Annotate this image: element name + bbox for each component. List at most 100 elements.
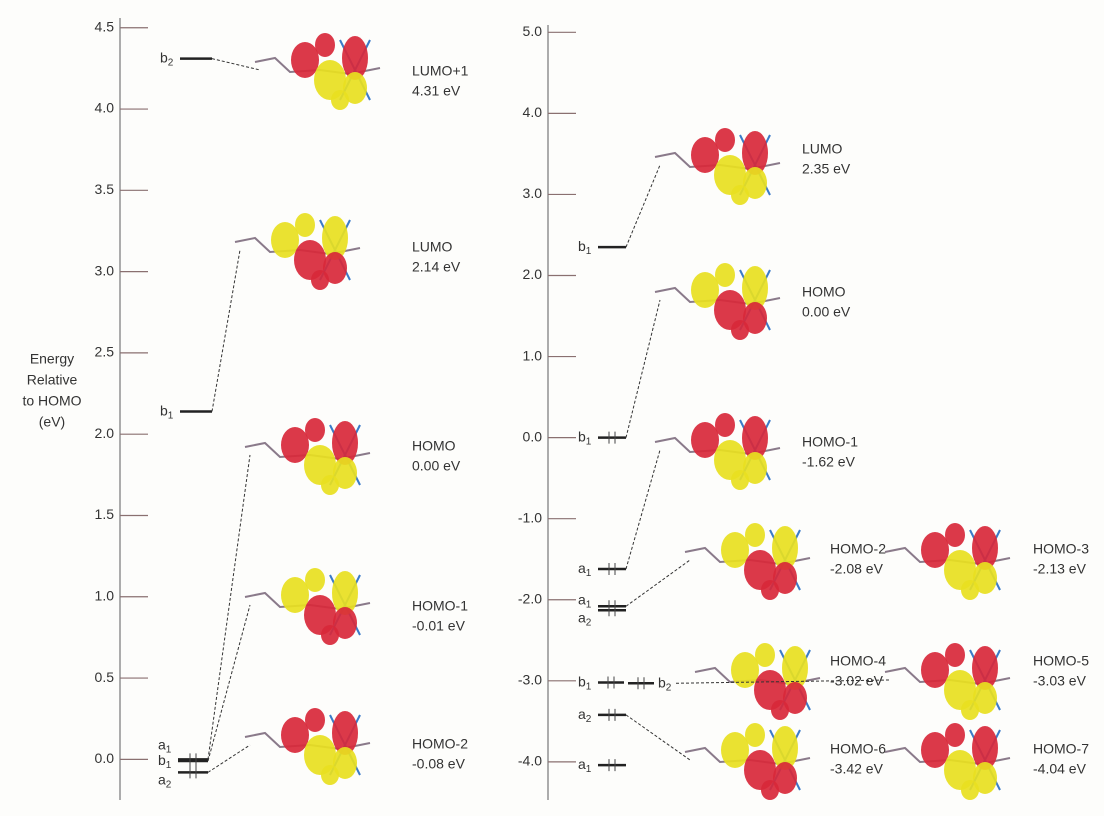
- connector: [626, 450, 660, 569]
- orbital-energy: 0.00 eV: [802, 304, 851, 320]
- lobe: [731, 652, 759, 688]
- lobe: [961, 780, 979, 800]
- y-tick-label: 2.0: [523, 266, 543, 282]
- symmetry-label: a2: [578, 706, 592, 725]
- y-axis-label: to HOMO: [22, 393, 81, 409]
- orbital-image: [685, 723, 810, 800]
- lobe: [921, 532, 949, 568]
- symmetry: a: [578, 756, 586, 772]
- orbital-name: LUMO: [412, 239, 453, 255]
- lobe: [921, 652, 949, 688]
- lobe: [295, 213, 315, 237]
- symmetry-subscript: 1: [586, 436, 592, 447]
- y-tick-label: 4.5: [95, 18, 115, 34]
- y-tick-label: 5.0: [523, 23, 543, 39]
- symmetry: b: [578, 673, 586, 689]
- lobe: [945, 643, 965, 667]
- symmetry-label: a1: [578, 591, 592, 610]
- symmetry-label: b2: [658, 674, 672, 693]
- y-tick-label: 2.5: [95, 344, 115, 360]
- orbital-image: [655, 128, 780, 205]
- orbital-energy: 2.35 eV: [802, 161, 851, 177]
- y-tick-label: 0.0: [95, 750, 115, 766]
- orbital-name: HOMO-2: [830, 541, 886, 557]
- orbital-image: [245, 708, 370, 785]
- lobe: [961, 700, 979, 720]
- orbital-energy: 4.31 eV: [412, 83, 461, 99]
- orbital-name: HOMO-1: [802, 434, 858, 450]
- connector: [212, 59, 260, 70]
- connector: [208, 745, 250, 772]
- symmetry: a: [578, 706, 586, 722]
- lobe: [731, 320, 749, 340]
- orbital-name: HOMO-4: [830, 653, 886, 669]
- lobe: [755, 643, 775, 667]
- y-axis-label: Energy: [30, 351, 74, 367]
- orbital-energy: -3.42 eV: [830, 761, 884, 777]
- symmetry: b: [578, 238, 586, 254]
- symmetry-subscript: 1: [586, 681, 592, 692]
- symmetry: a: [578, 609, 586, 625]
- lobe: [305, 708, 325, 732]
- lobe: [715, 263, 735, 287]
- orbital-energy: 0.00 eV: [412, 458, 461, 474]
- figure: 0.00.51.01.52.02.53.03.54.04.5EnergyRela…: [0, 0, 1104, 816]
- lobe: [721, 532, 749, 568]
- lobe: [771, 700, 789, 720]
- orbital-image: [885, 723, 1010, 800]
- orbital-name: HOMO-5: [1033, 653, 1089, 669]
- orbital-energy: -4.04 eV: [1033, 761, 1087, 777]
- orbital-name: HOMO-3: [1033, 541, 1089, 557]
- lobe: [961, 580, 979, 600]
- lobe: [715, 128, 735, 152]
- orbital-image: [245, 568, 370, 645]
- symmetry-label: b1: [578, 673, 592, 692]
- orbital-energy: -1.62 eV: [802, 454, 856, 470]
- connector: [626, 165, 660, 247]
- y-tick-label: 0.5: [95, 669, 115, 685]
- lobe: [281, 717, 309, 753]
- symmetry-subscript: 1: [586, 568, 592, 579]
- lobe: [691, 137, 719, 173]
- orbital-name: HOMO: [802, 284, 846, 300]
- orbital-image: [235, 213, 360, 290]
- orbital-name: HOMO-6: [830, 741, 886, 757]
- orbital-name: HOMO-2: [412, 736, 468, 752]
- symmetry-subscript: 1: [586, 599, 592, 610]
- connector: [626, 560, 690, 606]
- symmetry: b: [658, 674, 666, 690]
- lobe: [945, 723, 965, 747]
- lobe: [311, 270, 329, 290]
- symmetry-subscript: 2: [166, 779, 172, 790]
- lobe: [761, 780, 779, 800]
- orbital-image: [885, 523, 1010, 600]
- y-axis-label: (eV): [39, 414, 65, 430]
- connector: [626, 300, 660, 438]
- lobe: [305, 418, 325, 442]
- y-tick-label: 4.0: [95, 100, 115, 116]
- lobe: [745, 723, 765, 747]
- lobe: [761, 580, 779, 600]
- orbital-name: HOMO-1: [412, 598, 468, 614]
- symmetry-label: a1: [578, 560, 592, 579]
- y-tick-label: 1.0: [95, 587, 115, 603]
- symmetry: a: [578, 560, 586, 576]
- lobe: [921, 732, 949, 768]
- symmetry-subscript: 1: [168, 410, 174, 421]
- orbital-name: LUMO+1: [412, 63, 469, 79]
- y-tick-label: 3.5: [95, 181, 115, 197]
- lobe: [745, 523, 765, 547]
- orbital-image: [655, 413, 780, 490]
- y-tick-label: -1.0: [518, 509, 542, 525]
- orbital-image: [245, 418, 370, 495]
- orbital-image: [655, 263, 780, 340]
- y-tick-label: 3.0: [95, 262, 115, 278]
- symmetry: b: [160, 49, 168, 65]
- symmetry-label: a1: [578, 756, 592, 775]
- lobe: [321, 765, 339, 785]
- orbital-name: LUMO: [802, 141, 843, 157]
- lobe: [281, 427, 309, 463]
- symmetry: b: [578, 428, 586, 444]
- symmetry-label: b1: [578, 238, 592, 257]
- symmetry-label: a2: [158, 771, 172, 790]
